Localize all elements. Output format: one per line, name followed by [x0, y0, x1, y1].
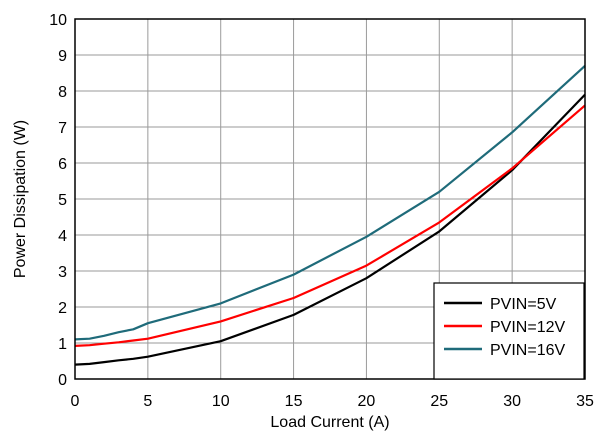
legend-box [433, 282, 585, 380]
x-tick-label: 35 [576, 393, 594, 410]
x-tick-label: 0 [71, 393, 80, 410]
y-tick-label: 10 [49, 12, 67, 29]
legend: PVIN=5V PVIN=12V PVIN=16V [433, 282, 585, 380]
y-tick-label: 1 [58, 336, 67, 353]
series-layer [74, 64, 586, 366]
x-axis-tick-labels: 0 5 10 15 20 25 30 35 [71, 393, 594, 410]
plot-area-frame [74, 18, 586, 380]
x-tick-label: 30 [503, 393, 521, 410]
x-tick-label: 25 [430, 393, 448, 410]
y-tick-label: 9 [58, 48, 67, 65]
series-line-pvin-16v [74, 64, 586, 341]
legend-label-pvin-5v: PVIN=5V [490, 296, 557, 313]
y-tick-label: 3 [58, 264, 67, 281]
legend-label-pvin-12v: PVIN=12V [490, 319, 565, 336]
y-tick-label: 2 [58, 300, 67, 317]
x-tick-label: 10 [212, 393, 230, 410]
series-line-pvin-12v [74, 104, 586, 347]
x-axis-title: Load Current (A) [270, 414, 389, 431]
y-tick-label: 6 [58, 156, 67, 173]
series-line-pvin-5v [74, 93, 586, 366]
y-tick-label: 7 [58, 120, 67, 137]
y-tick-label: 8 [58, 84, 67, 101]
x-tick-label: 5 [143, 393, 152, 410]
y-tick-label: 0 [58, 372, 67, 389]
y-tick-label: 5 [58, 192, 67, 209]
y-tick-label: 4 [58, 228, 67, 245]
x-tick-label: 15 [285, 393, 303, 410]
y-axis-tick-labels: 0 1 2 3 4 5 6 7 8 9 10 [49, 12, 67, 389]
legend-label-pvin-16v: PVIN=16V [490, 342, 565, 359]
y-axis-title: Power Dissipation (W) [12, 120, 29, 278]
x-tick-label: 20 [358, 393, 376, 410]
